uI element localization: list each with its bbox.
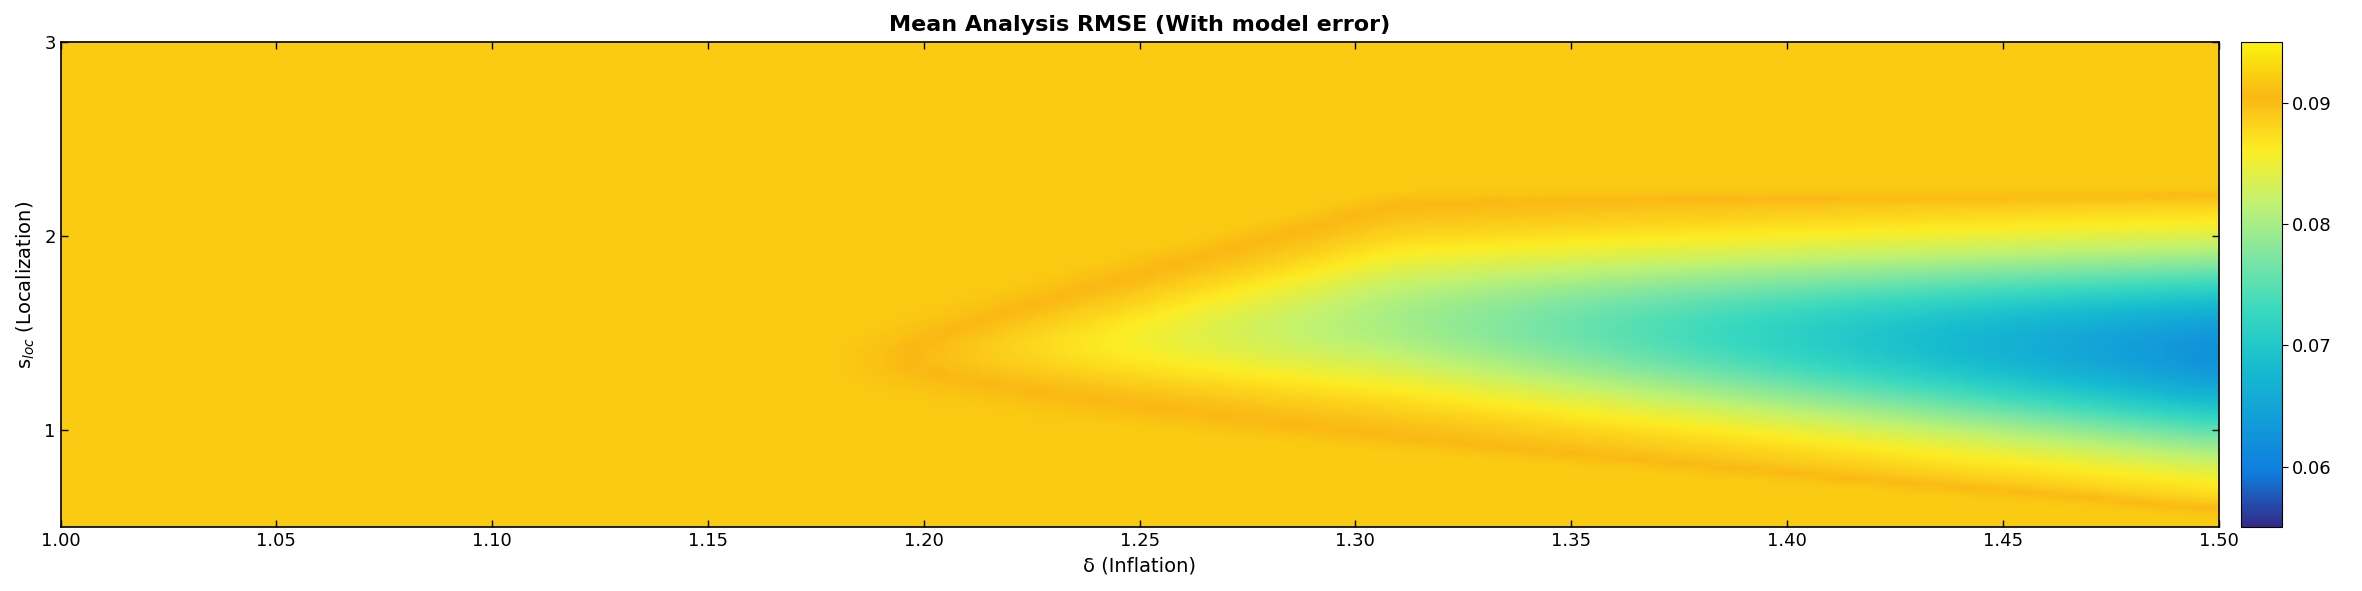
X-axis label: δ (Inflation): δ (Inflation) [1084,557,1195,576]
Y-axis label: s$_{loc}$ (Localization): s$_{loc}$ (Localization) [14,200,38,369]
Title: Mean Analysis RMSE (With model error): Mean Analysis RMSE (With model error) [888,15,1391,35]
